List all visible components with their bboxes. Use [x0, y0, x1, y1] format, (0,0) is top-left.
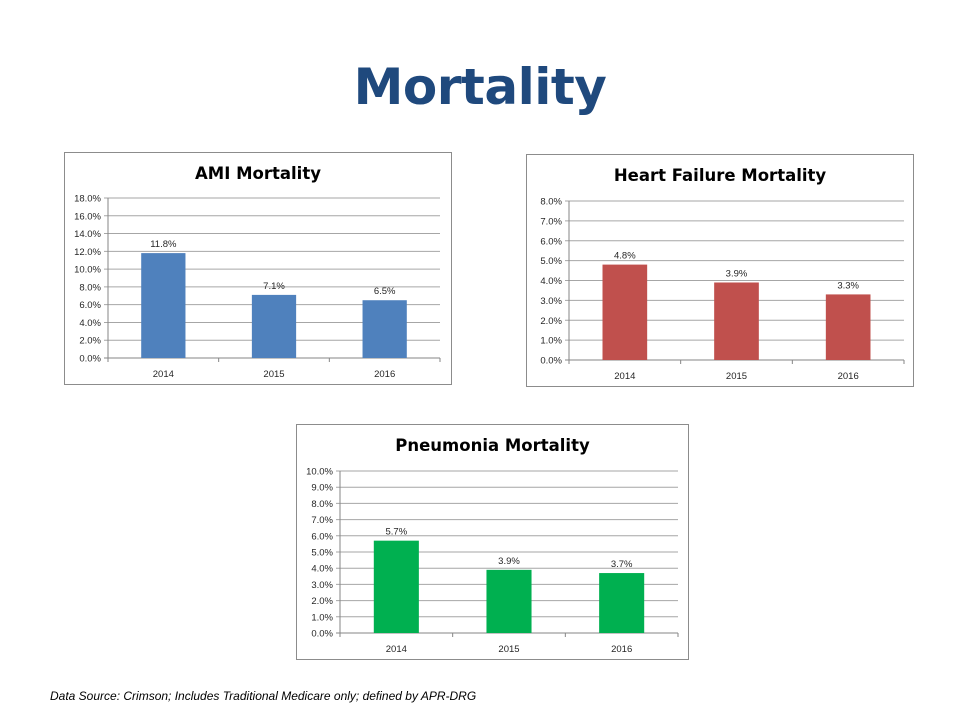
pneumonia-mortality-chart: Pneumonia Mortality 0.0% 1.0% 2.0% 3.0% 4.0%…	[296, 424, 689, 660]
y-tick-label: 10.0%	[74, 265, 101, 276]
bar-2015	[486, 569, 532, 633]
data-label: 3.9%	[726, 268, 748, 279]
bar-2014	[141, 253, 186, 358]
page-title: Mortality	[353, 58, 607, 116]
data-label: 3.3%	[837, 280, 859, 291]
y-tick-label: 1.0%	[311, 612, 333, 623]
y-tick-label: 7.0%	[540, 216, 562, 227]
y-tick-label: 0.0%	[540, 356, 562, 367]
y-tick-label: 3.0%	[311, 580, 333, 591]
y-tick-label: 6.0%	[540, 236, 562, 247]
y-tick-label: 4.0%	[79, 318, 101, 329]
data-label: 6.5%	[374, 286, 396, 297]
y-tick-label: 14.0%	[74, 229, 101, 240]
y-tick-label: 2.0%	[311, 596, 333, 607]
y-tick-label: 16.0%	[74, 211, 101, 222]
y-tick-label: 4.0%	[540, 276, 562, 287]
chart-title: Heart Failure Mortality	[613, 166, 827, 185]
x-tick-label: 2016	[838, 371, 859, 382]
x-tick-label: 2016	[374, 369, 395, 380]
y-tick-label: 2.0%	[540, 316, 562, 327]
bar-2015	[714, 282, 759, 360]
bar-2014	[373, 540, 419, 633]
bar-2016	[825, 294, 871, 360]
data-label: 3.7%	[611, 559, 633, 570]
x-tick-label: 2015	[726, 371, 747, 382]
y-tick-label: 9.0%	[311, 483, 333, 494]
chart-title: Pneumonia Mortality	[395, 436, 590, 455]
y-tick-label: 10.0%	[306, 467, 333, 478]
y-tick-label: 0.0%	[79, 354, 101, 365]
data-label: 5.7%	[386, 527, 408, 538]
y-tick-label: 4.0%	[311, 564, 333, 575]
y-tick-label: 3.0%	[540, 296, 562, 307]
y-tick-label: 5.0%	[540, 256, 562, 267]
x-tick-label: 2014	[614, 371, 635, 382]
bar-2016	[599, 573, 645, 633]
x-tick-label: 2014	[386, 644, 407, 655]
data-label: 4.8%	[614, 251, 636, 262]
y-tick-label: 8.0%	[79, 282, 101, 293]
x-tick-label: 2014	[153, 369, 174, 380]
y-tick-label: 8.0%	[540, 197, 562, 208]
chart-title: AMI Mortality	[195, 164, 321, 183]
y-tick-label: 12.0%	[74, 247, 101, 258]
y-tick-label: 0.0%	[311, 629, 333, 640]
chart-plot: 0.0% 1.0% 2.0% 3.0% 4.0% 5.0% 6.0% 7.0% 8.0% 4.8%…	[540, 197, 905, 382]
y-tick-label: 5.0%	[311, 548, 333, 559]
data-label: 3.9%	[498, 556, 520, 567]
ami-mortality-chart: AMI Mortality 0.0% 2.0% 4.0% 6.0% 8.0% 10.0% 1…	[64, 152, 452, 385]
bar-2014	[602, 264, 648, 360]
y-tick-label: 8.0%	[311, 499, 333, 510]
x-tick-label: 2016	[611, 644, 632, 655]
y-tick-label: 7.0%	[311, 515, 333, 526]
y-tick-label: 1.0%	[540, 336, 562, 347]
bar-2015	[251, 294, 297, 358]
data-label: 11.8%	[150, 239, 177, 250]
y-tick-label: 2.0%	[79, 336, 101, 347]
x-tick-label: 2015	[263, 369, 284, 380]
chart-plot: 0.0% 2.0% 4.0% 6.0% 8.0% 10.0% 12.0% 14.0% 16.0%…	[74, 194, 441, 380]
data-source-footnote: Data Source: Crimson; Includes Tradition…	[50, 689, 477, 703]
x-tick-label: 2015	[498, 644, 519, 655]
bar-2016	[362, 300, 407, 358]
chart-plot: 0.0% 1.0% 2.0% 3.0% 4.0% 5.0% 6.0% 7.0% 8.0% 9.0%…	[306, 467, 679, 655]
data-label: 7.1%	[263, 281, 285, 292]
y-tick-label: 6.0%	[311, 531, 333, 542]
heart-failure-mortality-chart: Heart Failure Mortality 0.0% 1.0% 2.0% 3.0%…	[526, 154, 914, 387]
y-tick-label: 18.0%	[74, 194, 101, 205]
y-tick-label: 6.0%	[79, 300, 101, 311]
